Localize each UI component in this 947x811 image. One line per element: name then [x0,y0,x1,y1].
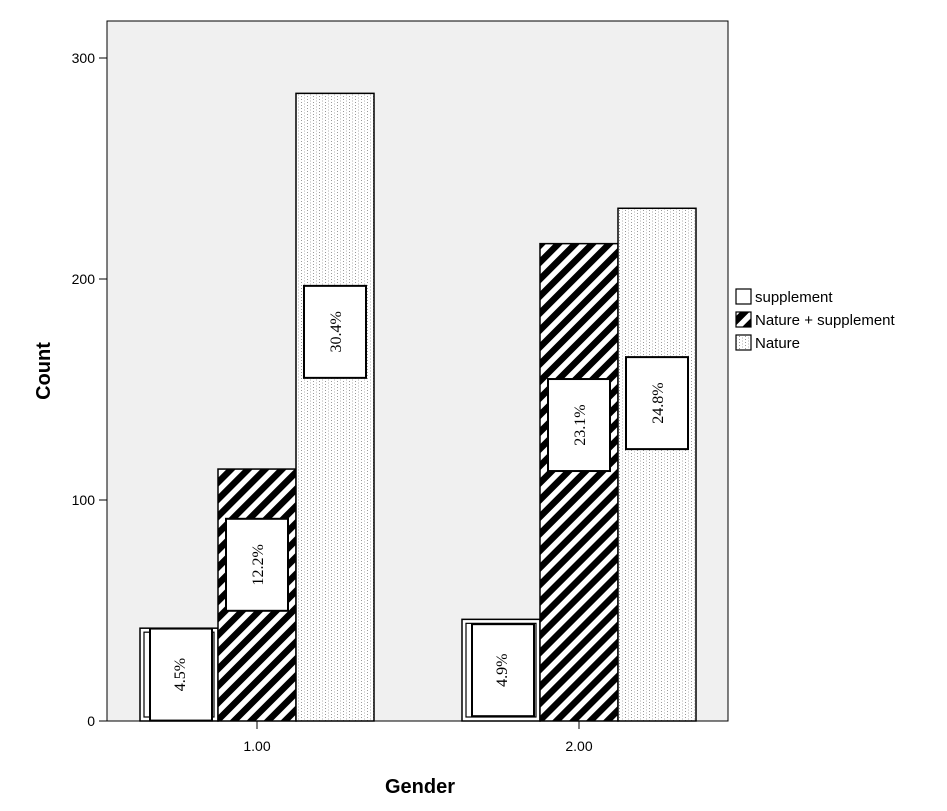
y-tick-label: 100 [72,492,96,508]
data-label: 12.2% [250,544,267,585]
x-tick-label: 2.00 [565,738,592,754]
legend-label-nature-supplement: Nature + supplement [755,312,895,329]
bar-nature-supplement-2-00 [539,242,619,722]
legend-swatch-nature-supplement [735,311,752,328]
legend-swatch-nature [735,334,752,351]
x-axis-title: Gender [385,776,455,798]
data-label: 4.5% [172,658,189,691]
data-label-box [625,356,689,451]
data-label-box [303,284,367,379]
bar-nature-2-00 [617,207,697,722]
x-axis: 1.00 2.00 [243,721,593,754]
y-tick-label: 300 [72,50,96,66]
bar-nature-1-00 [295,92,375,722]
data-label-box [471,623,535,718]
data-label-box [149,627,213,722]
data-label: 24.8% [650,382,667,423]
legend-label-supplement: supplement [755,289,833,306]
legend: supplement Nature + supplement Nature [735,288,895,352]
y-tick-label: 0 [87,713,95,729]
data-labels: 4.5% 12.2% 30.4% 4.9% 23.1% 24.8% [149,284,689,722]
data-label: 23.1% [572,404,589,445]
legend-swatch-supplement [735,288,752,305]
y-axis: 0 100 200 300 [72,50,107,729]
data-label: 30.4% [328,311,345,352]
y-tick-label: 200 [72,271,96,287]
x-tick-label: 1.00 [243,738,270,754]
legend-label-nature: Nature [755,335,800,352]
data-label-box [547,378,611,473]
data-label: 4.9% [494,654,511,687]
y-axis-title: Count [33,342,55,400]
data-label-box [225,517,289,612]
